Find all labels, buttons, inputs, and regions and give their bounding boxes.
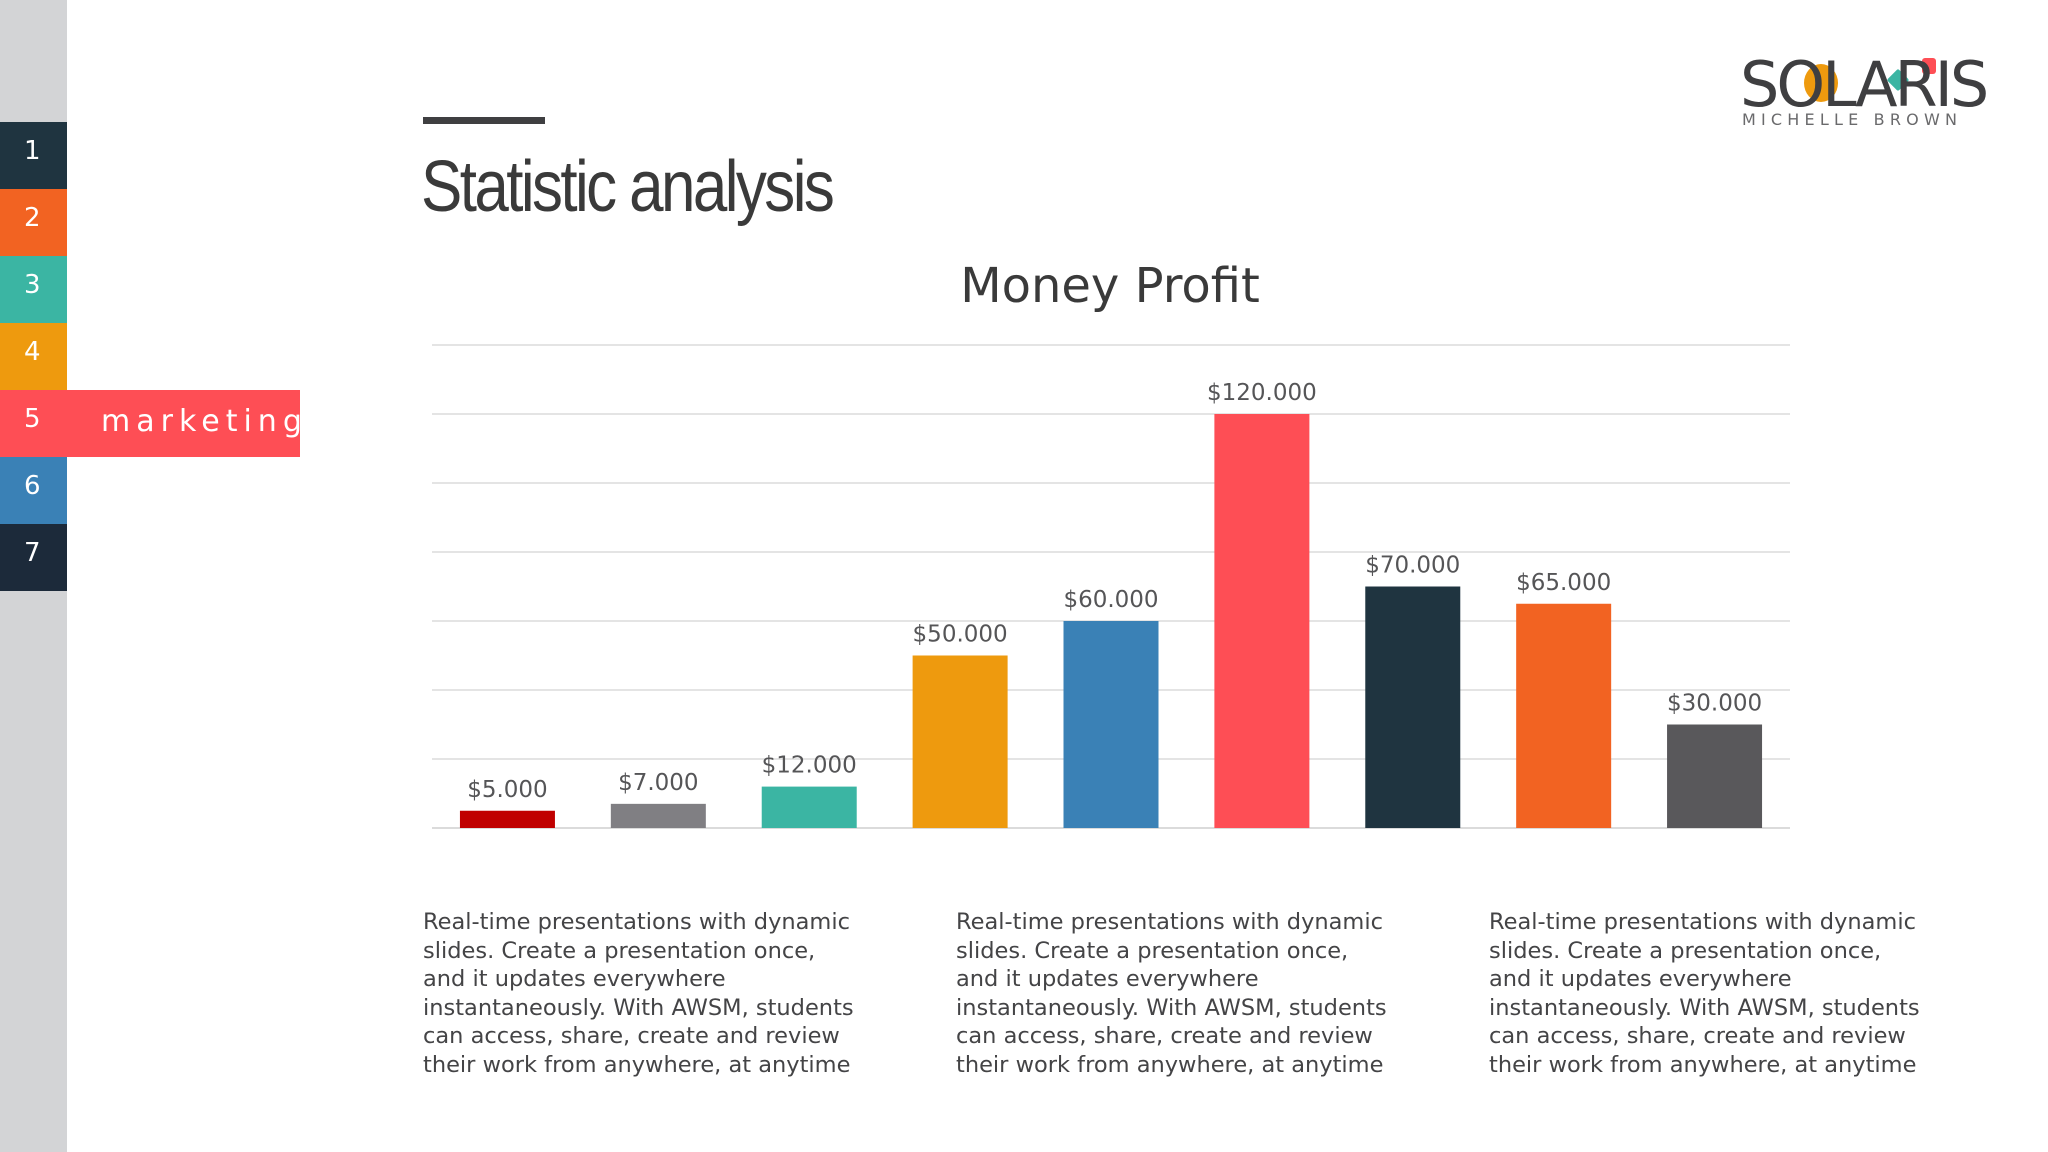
data-label-1: $5.000 bbox=[467, 777, 547, 803]
bar-5 bbox=[1063, 621, 1159, 828]
nav-item-number: 6 bbox=[24, 471, 41, 501]
chart-bars bbox=[459, 414, 1763, 828]
bar-1 bbox=[459, 810, 555, 828]
nav-item-label: marketing bbox=[101, 404, 308, 439]
data-label-7: $70.000 bbox=[1365, 553, 1460, 579]
logo-subtitle: MICHELLE BROWN bbox=[1742, 110, 1963, 129]
logo-wordmark: SOLARIS bbox=[1740, 48, 1989, 121]
bar-8 bbox=[1516, 603, 1612, 828]
data-label-8: $65.000 bbox=[1516, 570, 1611, 596]
nav-item-6[interactable]: 6 bbox=[0, 457, 67, 524]
bar-6 bbox=[1214, 414, 1310, 828]
bar-2 bbox=[610, 803, 706, 828]
bar-7 bbox=[1365, 586, 1461, 828]
nav-item-number: 1 bbox=[24, 136, 41, 166]
nav-item-4[interactable]: 4 bbox=[0, 323, 67, 390]
chart-data-labels: $5.000 $7.000 $12.000 $50.000 $60.000 $120.00… bbox=[467, 380, 1762, 803]
data-label-6: $120.000 bbox=[1207, 380, 1317, 406]
logo-accent-dot-orange bbox=[1804, 64, 1838, 102]
logo-accent-dot-red bbox=[1922, 58, 1936, 74]
description-1: Real-time presentations with dynamic sli… bbox=[423, 909, 854, 1078]
data-label-2: $7.000 bbox=[618, 770, 698, 796]
nav-item-number: 7 bbox=[24, 538, 41, 568]
page-title: Statistic analysis bbox=[421, 147, 835, 227]
nav-item-number: 5 bbox=[24, 404, 41, 434]
data-label-5: $60.000 bbox=[1063, 587, 1158, 613]
nav-item-3[interactable]: 3 bbox=[0, 256, 67, 323]
bar-4 bbox=[912, 655, 1008, 828]
nav-item-marketing[interactable]: 5 marketing bbox=[0, 390, 302, 457]
nav-item-number: 3 bbox=[24, 270, 41, 300]
description-3: Real-time presentations with dynamic sli… bbox=[1489, 909, 1920, 1078]
bar-9 bbox=[1667, 724, 1763, 828]
nav-item-number: 2 bbox=[24, 203, 41, 233]
bar-3 bbox=[761, 786, 857, 828]
chart-title: Money Profit bbox=[960, 258, 1260, 314]
data-label-9: $30.000 bbox=[1667, 691, 1762, 717]
nav-item-1[interactable]: 1 bbox=[0, 122, 67, 189]
title-accent-bar bbox=[423, 117, 545, 124]
description-2: Real-time presentations with dynamic sli… bbox=[956, 909, 1387, 1078]
data-label-4: $50.000 bbox=[913, 622, 1008, 648]
solaris-logo: SOLARIS MICHELLE BROWN bbox=[1740, 48, 1989, 138]
data-label-3: $12.000 bbox=[762, 753, 857, 779]
nav-item-number: 4 bbox=[24, 337, 41, 367]
nav-item-7[interactable]: 7 bbox=[0, 524, 67, 591]
nav-item-2[interactable]: 2 bbox=[0, 189, 67, 256]
